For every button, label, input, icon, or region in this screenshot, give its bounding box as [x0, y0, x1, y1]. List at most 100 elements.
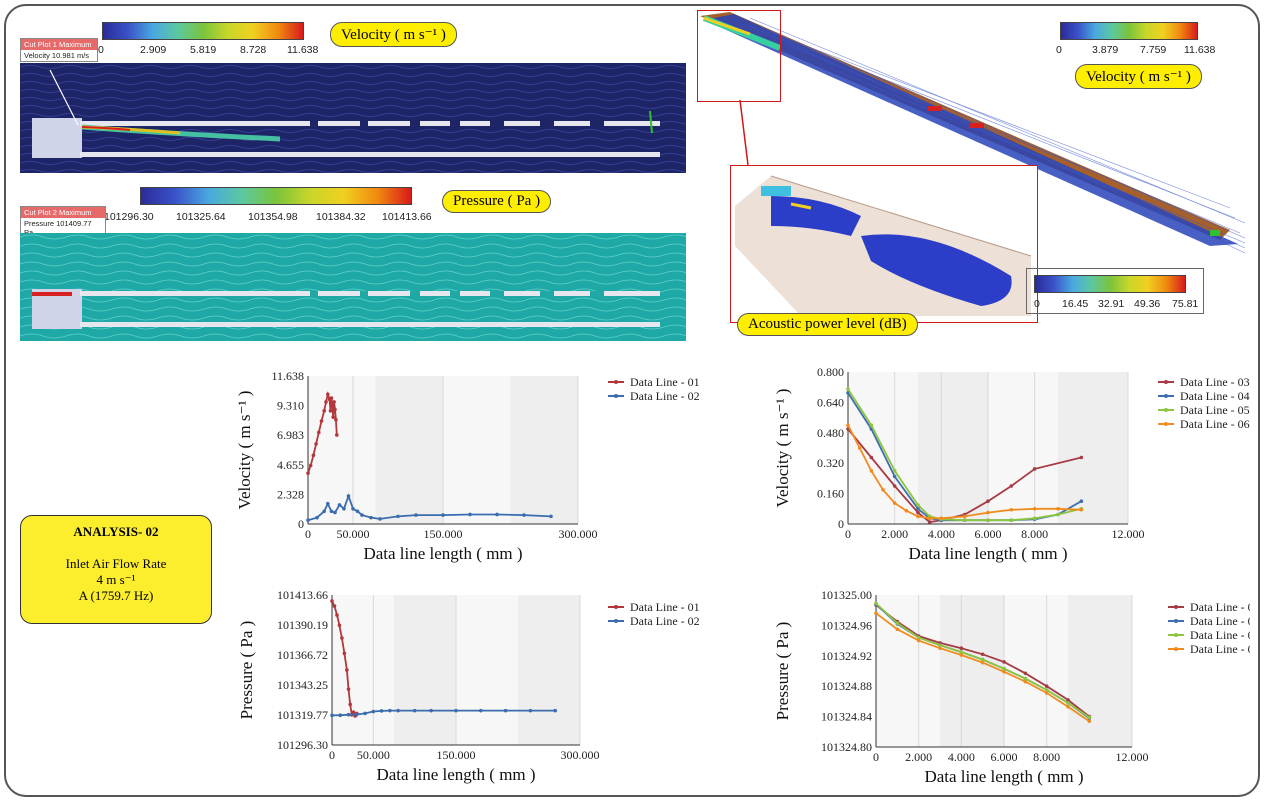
plot-band	[940, 595, 1004, 747]
data-point	[1009, 507, 1014, 512]
plot-band	[510, 376, 578, 524]
data-point	[904, 508, 909, 513]
y-tick-label: 101343.25	[277, 678, 328, 692]
data-point	[874, 611, 878, 616]
data-point	[378, 517, 382, 521]
plot-band	[1068, 595, 1132, 747]
x-tick-label: 300.000	[559, 527, 598, 541]
analysis-line3: A (1759.7 Hz)	[78, 588, 154, 603]
plot-band	[332, 595, 394, 745]
plot-band	[375, 376, 443, 524]
data-point	[892, 501, 897, 505]
data-point	[346, 712, 351, 717]
x-tick-label: 12.000	[1116, 750, 1149, 764]
data-point	[916, 514, 920, 519]
data-point	[881, 488, 885, 492]
y-tick-label: 6.983	[277, 428, 304, 442]
zoom-box	[697, 10, 781, 102]
data-point	[1079, 499, 1084, 503]
acoustic-colorbar-tick: 49.36	[1134, 298, 1161, 310]
data-point	[938, 646, 942, 650]
velocity3d-colorbar-tick: 11.638	[1184, 44, 1216, 56]
velocity-streamlines	[20, 63, 686, 173]
y-tick-label: 0.480	[817, 426, 844, 440]
legend-label: Data Line - 05	[1180, 403, 1250, 417]
x-tick-label: 0	[305, 527, 311, 541]
data-point	[479, 708, 483, 713]
y-tick-label: 101325.00	[821, 588, 872, 602]
legend-label: Data Line - 01	[630, 375, 700, 389]
velocity3d-colorbar-tick: 0	[1056, 44, 1062, 56]
data-point	[980, 660, 985, 665]
data-point	[1087, 715, 1092, 720]
data-point	[892, 474, 897, 479]
data-point	[553, 708, 557, 713]
data-point	[360, 513, 364, 517]
cut-plot-1-title: Cut Plot 1 Maximum	[21, 39, 97, 50]
data-point	[939, 516, 944, 521]
data-point	[869, 423, 874, 427]
legend-marker	[614, 619, 618, 623]
legend-marker	[614, 380, 618, 384]
data-point	[980, 657, 985, 662]
x-tick-label: 12.000	[1112, 527, 1145, 541]
x-tick-label: 50.000	[337, 527, 370, 541]
plot-band	[988, 372, 1058, 524]
y-tick-label: 0.640	[817, 395, 844, 409]
cut-plot-2-title: Cut Plot 2 Maximum	[21, 207, 105, 218]
x-tick-label: 0	[873, 750, 879, 764]
data-point	[355, 712, 359, 717]
y-tick-label: 101366.72	[277, 648, 328, 662]
velocity3d-label: Velocity ( m s⁻¹ )	[1075, 64, 1202, 89]
data-point	[986, 510, 990, 515]
y-tick-label: 0.800	[817, 365, 844, 379]
velocity3d-colorbar	[1060, 22, 1198, 40]
legend-marker	[614, 605, 618, 609]
legend-label: Data Line - 02	[630, 389, 700, 403]
legend-label: Data Line - 06	[1180, 417, 1250, 431]
data-point	[857, 446, 862, 450]
data-point	[1066, 704, 1070, 709]
x-axis-label: Data line length ( mm )	[363, 544, 522, 563]
data-point	[334, 417, 338, 422]
data-point	[335, 433, 339, 437]
data-point	[326, 392, 330, 397]
y-tick-label: 101390.19	[277, 618, 328, 632]
zoom-connector	[739, 99, 749, 166]
x-tick-label: 0	[329, 748, 335, 762]
data-point	[1032, 467, 1037, 471]
y-tick-label: 9.310	[277, 399, 304, 413]
legend-marker	[1174, 633, 1178, 637]
plot-band	[1004, 595, 1068, 747]
data-point	[916, 638, 921, 643]
analysis-title: ANALYSIS- 02	[73, 524, 159, 539]
y-tick-label: 2.328	[277, 487, 304, 501]
y-tick-label: 0	[838, 517, 844, 531]
pressure-chart-right: 0 2.000 4.000 6.000 8.000 12.000 101324.80 1013…	[773, 588, 1250, 786]
acoustic-view	[735, 175, 1032, 316]
velocity-chart-left: 0 50.000 150.000 300.000 0 2.328 4.655 6.983 9.3…	[235, 369, 700, 563]
data-point	[1002, 666, 1006, 671]
data-point	[1009, 518, 1014, 522]
velocity-chart-right: 0 2.000 4.000 6.000 8.000 12.000 0 0.160 0.320 0.…	[773, 365, 1250, 563]
plot-band	[1058, 372, 1128, 524]
data-point	[396, 514, 400, 519]
data-point	[369, 515, 373, 520]
y-tick-label: 101324.84	[821, 710, 872, 724]
series-line	[847, 388, 1082, 522]
data-point	[1066, 698, 1070, 702]
data-point	[1087, 719, 1092, 723]
velocity-3d-view	[700, 12, 1246, 254]
x-tick-label: 6.000	[975, 527, 1002, 541]
x-tick-label: 150.000	[424, 527, 463, 541]
x-tick-label: 50.000	[357, 748, 390, 762]
data-point	[335, 613, 339, 617]
data-point	[986, 499, 990, 503]
plot-band	[456, 595, 518, 745]
acoustic-colorbar-frame	[1026, 268, 1204, 314]
pressure-cut-plot	[20, 233, 686, 341]
data-point	[895, 621, 900, 625]
cut-plot-1-pointer	[49, 69, 79, 126]
y-axis-label: Pressure ( Pa )	[237, 621, 256, 720]
x-tick-label: 8.000	[1033, 750, 1060, 764]
